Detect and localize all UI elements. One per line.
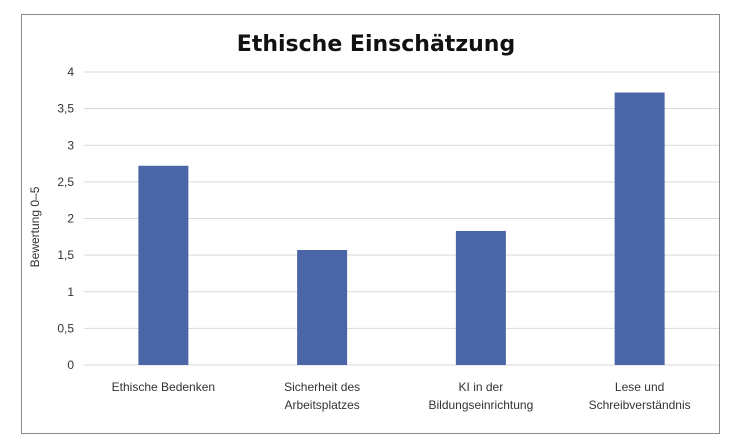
bar xyxy=(138,165,189,365)
y-tick-label: 2 xyxy=(67,212,74,226)
y-tick-label: 0 xyxy=(67,358,74,372)
bar xyxy=(297,249,348,365)
y-tick-label: 3 xyxy=(67,138,74,152)
y-tick-label: 3,5 xyxy=(57,102,74,116)
bar xyxy=(614,92,665,365)
bar-chart: Ethische Einschätzung 00,511,522,533,54 … xyxy=(28,32,719,412)
x-category-label: Sicherheit des Arbeitsplatzes xyxy=(284,380,360,412)
chart-frame: Ethische Einschätzung 0 0,5 1 1,5 2 2,5 3 3,5 4 … xyxy=(21,14,720,434)
y-tick-label: 0,5 xyxy=(57,321,74,335)
x-category-label: Lese und Schreibverständnis xyxy=(589,380,691,412)
x-category-label: KI in der Bildungseinrichtung xyxy=(429,380,534,412)
y-tick-label: 1 xyxy=(67,285,74,299)
y-tick-label: 2,5 xyxy=(57,175,74,189)
y-tick-label: 1,5 xyxy=(57,248,74,262)
bar xyxy=(455,230,506,365)
chart-title: Ethische Einschätzung xyxy=(237,32,515,57)
y-axis-label: Bewertung 0–5 xyxy=(28,186,42,267)
y-tick-label: 4 xyxy=(67,65,74,79)
x-category-label: Ethische Bedenken xyxy=(112,380,215,394)
